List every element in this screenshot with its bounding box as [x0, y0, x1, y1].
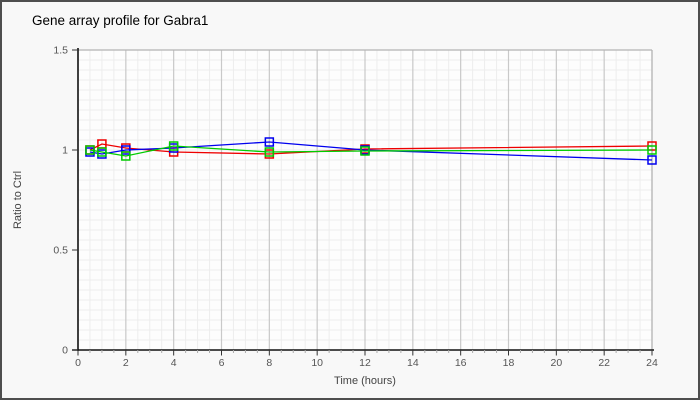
y-tick-labels: 0 0.5 1 1.5 [53, 45, 68, 357]
x-tick-label: 2 [123, 357, 129, 369]
x-tick-label: 16 [455, 357, 467, 369]
x-tick-label: 6 [219, 357, 225, 369]
data-point-marker [264, 137, 275, 147]
data-point-marker [647, 145, 657, 155]
x-tick-label: 14 [407, 357, 419, 369]
data-point-marker [121, 151, 131, 161]
series-line-green [89, 145, 653, 157]
x-tick-label: 22 [598, 357, 610, 369]
x-tick-label: 4 [171, 357, 177, 369]
data-point-marker [168, 141, 179, 151]
x-axis-label: Time (hours) [334, 375, 396, 387]
axes [72, 48, 654, 351]
y-axis-label: Ratio to Ctrl [12, 171, 24, 229]
x-tick-label: 24 [646, 357, 658, 369]
y-tick-label: 1 [62, 145, 68, 157]
grid-lines [78, 50, 652, 350]
data-series [85, 137, 657, 165]
x-tick-label: 20 [550, 357, 562, 369]
data-point-marker [360, 146, 370, 156]
x-tick-label: 18 [503, 357, 515, 369]
data-point-marker [97, 147, 107, 157]
x-tick-label: 8 [266, 357, 272, 369]
y-tick-label: 0.5 [53, 245, 68, 257]
x-tick-label: 0 [75, 357, 81, 369]
data-point-marker [647, 155, 657, 165]
x-tick-label: 10 [311, 357, 323, 369]
x-tick-label: 12 [359, 357, 371, 369]
y-tick-label: 0 [62, 345, 68, 357]
data-point-marker [264, 147, 275, 157]
data-point-marker [121, 145, 131, 155]
chart-title: Gene array profile for Gabra1 [32, 13, 208, 28]
data-point-marker [85, 145, 95, 155]
plot-border [78, 49, 653, 350]
series-line-blue [89, 141, 653, 161]
x-tick-labels: 0 2 4 6 8 10 12 14 16 18 20 22 24 [75, 357, 658, 369]
axis-ticks [72, 49, 653, 356]
y-tick-label: 1.5 [53, 45, 68, 57]
